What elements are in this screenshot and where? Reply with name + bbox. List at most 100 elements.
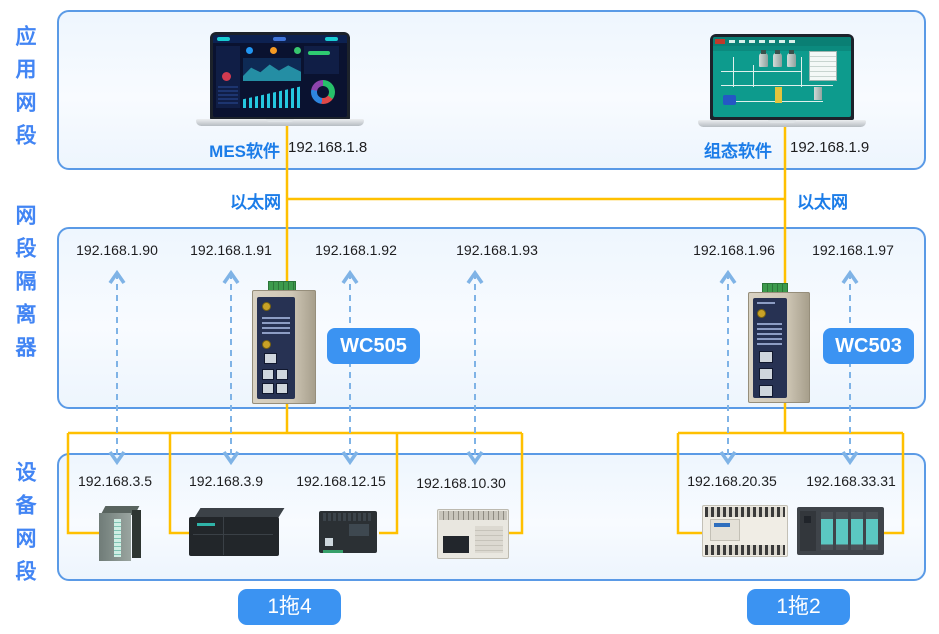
mes-ip: 192.168.1.8 bbox=[288, 139, 368, 156]
wan-ip-6: 192.168.1.97 bbox=[812, 242, 894, 258]
scada-column-icon bbox=[775, 87, 782, 103]
mes-area-chart-fill bbox=[243, 64, 301, 81]
mes-alarm-gauge-icon bbox=[222, 72, 231, 81]
scada-laptop-base bbox=[698, 120, 866, 127]
industrial-gateway-3port-icon bbox=[748, 283, 818, 403]
scada-pump-icon bbox=[723, 95, 736, 105]
mitsubishi-q-plc-icon bbox=[797, 505, 884, 557]
ethernet-wires bbox=[66, 126, 905, 535]
scada-vessel1-icon bbox=[759, 50, 768, 67]
wc505-lan-port-1 bbox=[262, 369, 274, 380]
scada-vessel2-cap bbox=[775, 50, 780, 54]
plc-ip-4: 192.168.10.30 bbox=[416, 475, 506, 491]
scada-menu-strip bbox=[713, 46, 851, 51]
compact-plc-icon bbox=[319, 506, 379, 554]
mes-area-chart bbox=[243, 58, 301, 81]
scada-topbar-buttons bbox=[729, 40, 799, 43]
scada-vessel1-cap bbox=[761, 50, 766, 54]
wire-bus-to-plc1 bbox=[66, 433, 99, 535]
wc505-front-panel bbox=[257, 297, 295, 399]
isolator-segment-label: 网段隔离器 bbox=[13, 204, 36, 369]
plc4-status-window bbox=[443, 536, 469, 553]
mes-screen-topbar bbox=[213, 35, 347, 43]
wan-ip-3: 192.168.1.92 bbox=[315, 242, 397, 258]
plc-ip-2: 192.168.3.9 bbox=[189, 473, 263, 489]
plc6-module-4 bbox=[866, 512, 878, 550]
wc503-front-panel bbox=[753, 298, 787, 398]
wan-ip-1: 192.168.1.90 bbox=[76, 242, 158, 258]
plc1-side-face bbox=[132, 510, 141, 558]
scada-vessel2-icon bbox=[773, 50, 782, 67]
mes-stat-orange-icon bbox=[270, 47, 277, 54]
plc5-terminal-bottom bbox=[705, 545, 785, 555]
plc4-access-door bbox=[475, 526, 503, 553]
plc3-vents bbox=[323, 513, 373, 521]
mes-green-progress-icon bbox=[308, 51, 330, 55]
plc5-terminal-top bbox=[705, 507, 785, 517]
plc-ip-1: 192.168.3.5 bbox=[78, 473, 152, 489]
wc505-wan-port bbox=[264, 353, 277, 364]
scada-software-label: 组态软件 bbox=[704, 142, 772, 161]
wan-ip-4: 192.168.1.93 bbox=[456, 242, 538, 258]
mes-left-panel bbox=[216, 46, 240, 108]
mes-software-label: MES软件 bbox=[209, 142, 280, 161]
scada-pipe-v1 bbox=[733, 57, 734, 87]
plc2-seam2 bbox=[223, 517, 224, 555]
mes-laptop-base bbox=[196, 119, 364, 126]
mes-right-panel bbox=[304, 46, 339, 74]
mes-donut-chart bbox=[311, 80, 335, 104]
mitsubishi-fx-plc-icon bbox=[437, 506, 509, 560]
wc503-model-badge: WC503 bbox=[823, 328, 914, 364]
wc503-port-1 bbox=[759, 351, 773, 363]
industrial-gateway-4port-icon bbox=[252, 281, 322, 405]
wc503-label-text bbox=[757, 323, 782, 345]
wire-bus-to-plc4 bbox=[509, 433, 524, 535]
wc503-antenna-connector-icon bbox=[758, 310, 765, 317]
scada-pipe-h1 bbox=[721, 71, 801, 72]
one-to-four-badge: 1拖4 bbox=[238, 589, 341, 625]
plc6-module-2 bbox=[836, 512, 848, 550]
plc6-module-3 bbox=[851, 512, 863, 550]
plc3-ethernet-port bbox=[325, 538, 333, 546]
one-to-two-badge: 1拖2 bbox=[747, 589, 850, 625]
mes-topbar-pill2-icon bbox=[325, 37, 338, 41]
scada-vessel3-icon bbox=[787, 50, 796, 67]
plc1-led-strip bbox=[114, 519, 121, 557]
plc6-module-1 bbox=[821, 512, 833, 550]
scada-vessel3-cap bbox=[789, 50, 794, 54]
plc-ip-5: 192.168.20.35 bbox=[687, 473, 777, 489]
plc5-logo bbox=[714, 523, 730, 527]
scada-hmi-screen bbox=[713, 37, 851, 117]
mes-laptop bbox=[196, 30, 364, 128]
plc3-green-connector bbox=[323, 550, 343, 553]
siemens-s7200-plc-icon bbox=[189, 508, 285, 558]
device-segment-label: 设备网段 bbox=[13, 461, 36, 593]
scada-tank-icon bbox=[814, 87, 822, 100]
ethernet-label-left: 以太网 bbox=[230, 193, 281, 212]
nat-mapping-arrows bbox=[108, 269, 859, 466]
plc6-psu-window bbox=[804, 516, 811, 523]
scada-screen-topbar bbox=[713, 37, 851, 46]
wire-bus-to-plc3 bbox=[379, 433, 399, 535]
scada-laptop-screen-bezel bbox=[710, 34, 854, 120]
mes-stat-blue-icon bbox=[246, 47, 253, 54]
mes-topbar-title-icon bbox=[273, 37, 286, 41]
wc505-antenna-connector-icon bbox=[263, 303, 270, 310]
plc-ip-6: 192.168.33.31 bbox=[806, 473, 896, 489]
wire-bus-to-plc6 bbox=[884, 433, 905, 535]
mes-stat-green-icon bbox=[294, 47, 301, 54]
wc503-port-3 bbox=[759, 385, 773, 397]
wc503-port-2 bbox=[759, 368, 773, 380]
delta-dvp-plc-icon bbox=[702, 503, 788, 559]
plc4-terminal-strip bbox=[439, 511, 507, 520]
scada-pipe-h2 bbox=[721, 85, 833, 86]
mes-donut-hole bbox=[317, 86, 329, 98]
mes-bar-chart bbox=[243, 86, 301, 108]
wc505-lan-port-2 bbox=[276, 369, 288, 380]
plc-ip-3: 192.168.12.15 bbox=[296, 473, 386, 489]
plc3-display bbox=[349, 524, 369, 536]
wc505-lan-port-3 bbox=[262, 383, 274, 394]
wc505-lan-port-4 bbox=[276, 383, 288, 394]
